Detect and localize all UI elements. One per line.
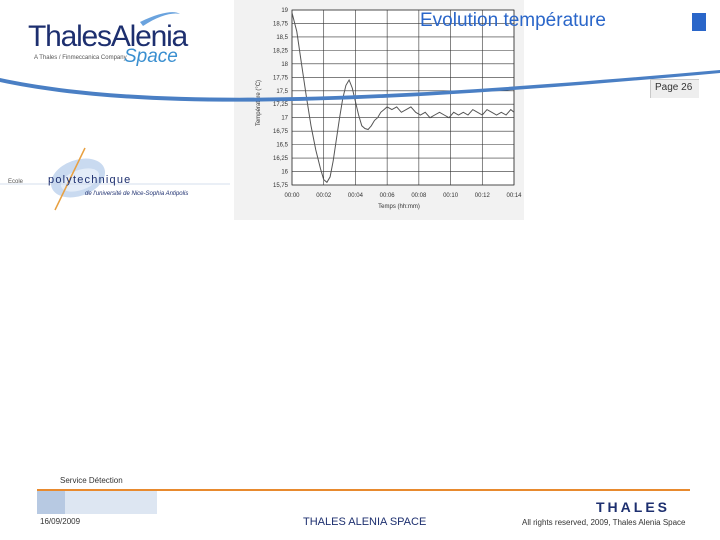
company-logo-text: ThalesAlenia xyxy=(28,20,188,53)
page-number: Page 26 xyxy=(655,82,693,93)
chart-x-axis-label: Temps (hh:mm) xyxy=(379,204,421,210)
y-tick-label: 17,5 xyxy=(277,89,289,95)
x-tick-label: 00:06 xyxy=(380,193,396,199)
thales-logo: THALES xyxy=(596,499,670,515)
company-logo-space: Space xyxy=(124,46,178,67)
x-tick-label: 00:00 xyxy=(285,193,301,199)
y-tick-label: 18,75 xyxy=(273,21,289,27)
y-tick-label: 16,75 xyxy=(273,129,289,135)
chart-y-axis-label: Température (°C) xyxy=(256,80,262,126)
y-tick-label: 17 xyxy=(282,116,289,122)
y-tick-label: 16 xyxy=(282,170,289,176)
temperature-series-line xyxy=(291,12,515,184)
footer-decoration xyxy=(37,489,690,514)
company-logo-subtitle: A Thales / Finmeccanica Company xyxy=(34,55,127,61)
y-tick-label: 18 xyxy=(282,62,289,68)
school-logo: Ecole polytechnique de l'université de N… xyxy=(0,147,230,211)
page-number-box xyxy=(650,79,699,98)
school-logo-subtitle: de l'université de Nice-Sophia Antipolis xyxy=(85,191,188,197)
x-tick-label: 00:10 xyxy=(444,193,460,199)
y-tick-label: 16,25 xyxy=(273,156,289,162)
school-logo-ecole: Ecole xyxy=(8,179,24,185)
y-tick-label: 18,25 xyxy=(273,48,289,54)
header-swoosh xyxy=(0,12,720,102)
y-tick-label: 16,5 xyxy=(277,143,289,149)
y-tick-label: 17,25 xyxy=(273,102,289,108)
title-accent-bar xyxy=(692,13,706,31)
x-tick-label: 00:14 xyxy=(507,193,523,199)
y-tick-label: 18,5 xyxy=(277,35,289,41)
y-tick-label: 17,75 xyxy=(273,75,289,81)
x-tick-label: 00:12 xyxy=(475,193,491,199)
footer-company: THALES ALENIA SPACE xyxy=(303,516,427,528)
y-tick-label: 19 xyxy=(282,8,289,14)
school-logo-name: polytechnique xyxy=(48,174,132,186)
x-tick-label: 00:08 xyxy=(412,193,428,199)
page-title: Evolution température xyxy=(420,10,606,31)
footer-date: 16/09/2009 xyxy=(40,517,81,526)
x-tick-label: 00:04 xyxy=(348,193,364,199)
service-label: Service Détection xyxy=(60,476,123,485)
footer-rights: All rights reserved, 2009, Thales Alenia… xyxy=(522,518,686,527)
x-tick-label: 00:02 xyxy=(317,193,333,199)
y-tick-label: 15,75 xyxy=(273,183,289,189)
